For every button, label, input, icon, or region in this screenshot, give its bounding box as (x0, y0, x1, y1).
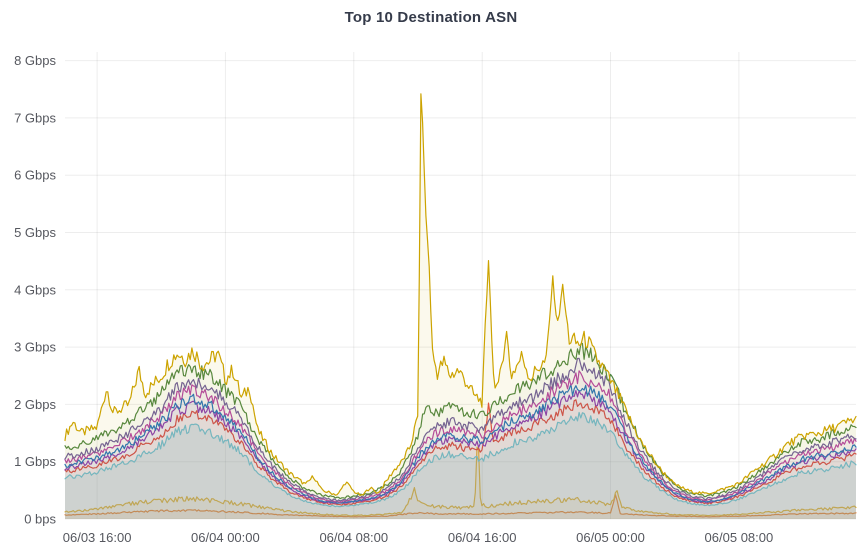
x-tick-label: 06/03 16:00 (63, 530, 132, 545)
series-1-line[interactable] (64, 93, 857, 496)
series-10-line[interactable] (64, 494, 857, 518)
x-tick-label: 06/05 00:00 (576, 530, 645, 545)
x-tick-label: 06/04 08:00 (319, 530, 388, 545)
y-tick-label: 4 Gbps (14, 282, 56, 297)
panel-title[interactable]: Top 10 Destination ASN (344, 9, 518, 26)
y-tick-label: 7 Gbps (14, 110, 56, 125)
y-tick-label: 0 bps (24, 512, 56, 527)
x-tick-label: 06/04 00:00 (191, 530, 260, 545)
x-tick-label: 06/05 08:00 (705, 530, 774, 545)
series-9-line[interactable] (64, 446, 857, 517)
y-tick-label: 5 Gbps (14, 225, 56, 240)
series-1-area (65, 93, 856, 520)
series-4-line[interactable] (64, 370, 857, 503)
series-2-line[interactable] (64, 342, 857, 500)
series-3-line[interactable] (64, 357, 857, 502)
series-7-line[interactable] (64, 399, 857, 506)
series-8-line[interactable] (64, 411, 857, 508)
x-tick-label: 06/04 16:00 (448, 530, 517, 545)
y-tick-label: 8 Gbps (14, 53, 56, 68)
y-tick-label: 6 Gbps (14, 168, 56, 183)
y-tick-label: 1 Gbps (14, 454, 56, 469)
y-tick-label: 3 Gbps (14, 340, 56, 355)
series-8-area (65, 412, 856, 519)
series-5-line[interactable] (64, 383, 857, 504)
y-tick-label: 2 Gbps (14, 397, 56, 412)
